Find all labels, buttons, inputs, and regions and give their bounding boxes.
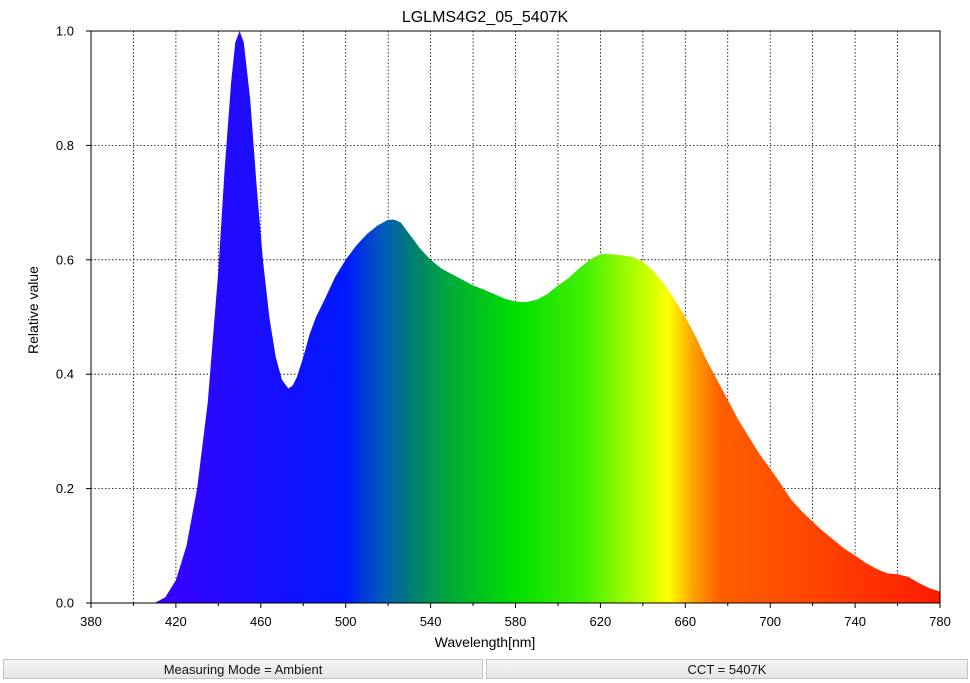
x-tick-label: 580 [505, 614, 527, 629]
x-tick-label: 460 [250, 614, 272, 629]
y-tick-label: 0.0 [56, 596, 74, 611]
y-axis-ticks: 0.0 0.2 0.4 0.6 0.8 1.0 [56, 24, 91, 611]
x-tick-label: 420 [165, 614, 187, 629]
x-tick-label: 700 [759, 614, 781, 629]
measuring-mode-field: Measuring Mode = Ambient [3, 659, 483, 679]
y-tick-label: 1.0 [56, 24, 74, 39]
x-axis-label: Wavelength[nm] [435, 634, 536, 650]
status-bar: Measuring Mode = Ambient CCT = 5407K [0, 658, 970, 683]
x-tick-label: 740 [844, 614, 866, 629]
y-tick-label: 0.6 [56, 252, 74, 267]
x-tick-label: 500 [335, 614, 357, 629]
x-tick-label: 780 [929, 614, 951, 629]
cct-field: CCT = 5407K [486, 659, 968, 679]
y-tick-label: 0.2 [56, 481, 74, 496]
chart-title: LGLMS4G2_05_5407K [402, 9, 569, 26]
y-tick-label: 0.8 [56, 138, 74, 153]
x-tick-label: 660 [674, 614, 696, 629]
spectrum-area [154, 31, 940, 603]
spectrum-chart: LGLMS4G2_05_5407K 380 420 460 500 540 580 620 6… [25, 9, 951, 650]
x-tick-label: 380 [80, 614, 102, 629]
x-tick-label: 540 [420, 614, 442, 629]
x-axis-ticks: 380 420 460 500 540 580 620 660 700 740 780 [80, 603, 951, 629]
y-axis-label: Relative value [25, 266, 41, 354]
x-tick-label: 620 [590, 614, 612, 629]
y-tick-label: 0.4 [56, 367, 74, 382]
